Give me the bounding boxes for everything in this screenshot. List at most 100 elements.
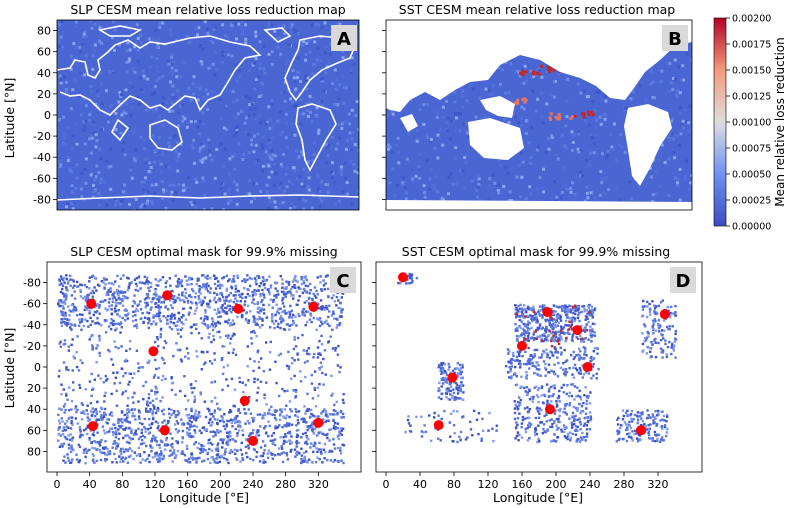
heat-cell bbox=[331, 82, 335, 86]
mask-point bbox=[240, 293, 244, 296]
mask-point bbox=[306, 352, 309, 355]
mask-point bbox=[326, 458, 329, 462]
mask-point bbox=[126, 416, 129, 419]
heat-cell bbox=[268, 140, 272, 144]
heat-cell bbox=[130, 106, 134, 110]
optimal-point bbox=[313, 417, 324, 428]
mask-point bbox=[148, 359, 151, 362]
mask-point bbox=[523, 339, 526, 342]
mask-point bbox=[102, 276, 106, 280]
mask-point bbox=[94, 306, 97, 309]
mask-point bbox=[188, 294, 191, 298]
heat-cell bbox=[82, 34, 86, 38]
mask-point bbox=[223, 345, 226, 348]
heat-cell bbox=[441, 116, 445, 119]
mask-point bbox=[303, 405, 306, 408]
mask-point bbox=[177, 311, 181, 315]
mask-point bbox=[81, 313, 84, 316]
heat-cell bbox=[64, 80, 68, 84]
mask-point bbox=[107, 450, 110, 454]
mask-point bbox=[287, 365, 291, 368]
heat-cell bbox=[136, 95, 140, 99]
mask-point bbox=[204, 287, 208, 290]
mask-point bbox=[548, 321, 551, 325]
mask-point bbox=[520, 310, 523, 314]
mask-point bbox=[252, 429, 255, 432]
heat-cell bbox=[282, 153, 286, 157]
heat-cell bbox=[454, 157, 458, 161]
mask-point bbox=[113, 382, 116, 385]
heat-cell bbox=[139, 33, 143, 37]
mask-point bbox=[204, 361, 207, 364]
heat-cell bbox=[119, 94, 123, 98]
heat-cell bbox=[445, 99, 449, 103]
mask-point bbox=[117, 322, 120, 325]
mask-point bbox=[151, 409, 155, 412]
heat-cell bbox=[125, 49, 129, 53]
x-tick-label: 40 bbox=[83, 478, 97, 491]
mask-point bbox=[60, 443, 63, 446]
mask-point bbox=[334, 347, 337, 350]
mask-point bbox=[236, 299, 239, 303]
mask-point bbox=[279, 412, 282, 416]
mask-point bbox=[322, 383, 325, 386]
mask-point bbox=[188, 432, 192, 435]
mask-point bbox=[527, 339, 530, 342]
heat-cell bbox=[323, 21, 327, 25]
mask-point bbox=[259, 309, 262, 312]
mask-point bbox=[61, 277, 64, 281]
heat-cell bbox=[140, 88, 144, 92]
heat-cell bbox=[90, 71, 94, 75]
heat-cell bbox=[157, 76, 161, 80]
mask-point bbox=[139, 366, 143, 369]
mask-point bbox=[146, 303, 149, 307]
mask-point bbox=[572, 366, 575, 370]
heat-cell bbox=[315, 58, 319, 62]
heat-cell bbox=[276, 36, 279, 40]
heat-cell bbox=[211, 62, 215, 66]
mask-point bbox=[216, 321, 219, 324]
mask-point bbox=[227, 318, 231, 322]
mask-point bbox=[154, 393, 157, 396]
mask-point bbox=[57, 427, 61, 430]
mask-point bbox=[552, 322, 555, 325]
mask-point bbox=[452, 388, 455, 391]
mask-point bbox=[294, 389, 298, 392]
heat-cell bbox=[407, 132, 411, 136]
mask-point bbox=[274, 425, 277, 428]
heat-cell bbox=[688, 187, 692, 191]
heat-cell bbox=[233, 63, 237, 67]
mask-point bbox=[91, 297, 94, 300]
mask-point bbox=[305, 409, 308, 413]
heat-cell bbox=[678, 143, 681, 147]
heat-cell bbox=[622, 109, 626, 113]
heat-cell bbox=[453, 90, 457, 94]
mask-point bbox=[157, 454, 160, 458]
mask-point bbox=[246, 274, 249, 277]
mask-point bbox=[407, 275, 410, 278]
mask-point bbox=[305, 349, 308, 353]
heat-cell bbox=[278, 110, 282, 114]
heat-cell bbox=[91, 53, 95, 57]
mask-point bbox=[59, 434, 63, 437]
mask-point bbox=[92, 454, 95, 457]
heat-cell bbox=[336, 22, 340, 26]
heat-cell bbox=[654, 192, 658, 196]
mask-point bbox=[189, 416, 192, 419]
mask-point bbox=[226, 304, 230, 308]
heat-cell bbox=[183, 61, 187, 65]
mask-point bbox=[251, 295, 254, 298]
mask-point bbox=[100, 324, 103, 327]
mask-point bbox=[340, 433, 343, 437]
mask-point bbox=[155, 312, 159, 316]
mask-point bbox=[168, 277, 172, 280]
mask-point bbox=[216, 429, 219, 432]
mask-point bbox=[452, 391, 456, 395]
mask-point bbox=[544, 368, 548, 371]
mask-point bbox=[126, 276, 129, 280]
mask-point bbox=[322, 357, 325, 361]
mask-point bbox=[103, 278, 106, 281]
heat-cell bbox=[296, 125, 300, 129]
hotspot-cell bbox=[549, 118, 553, 121]
